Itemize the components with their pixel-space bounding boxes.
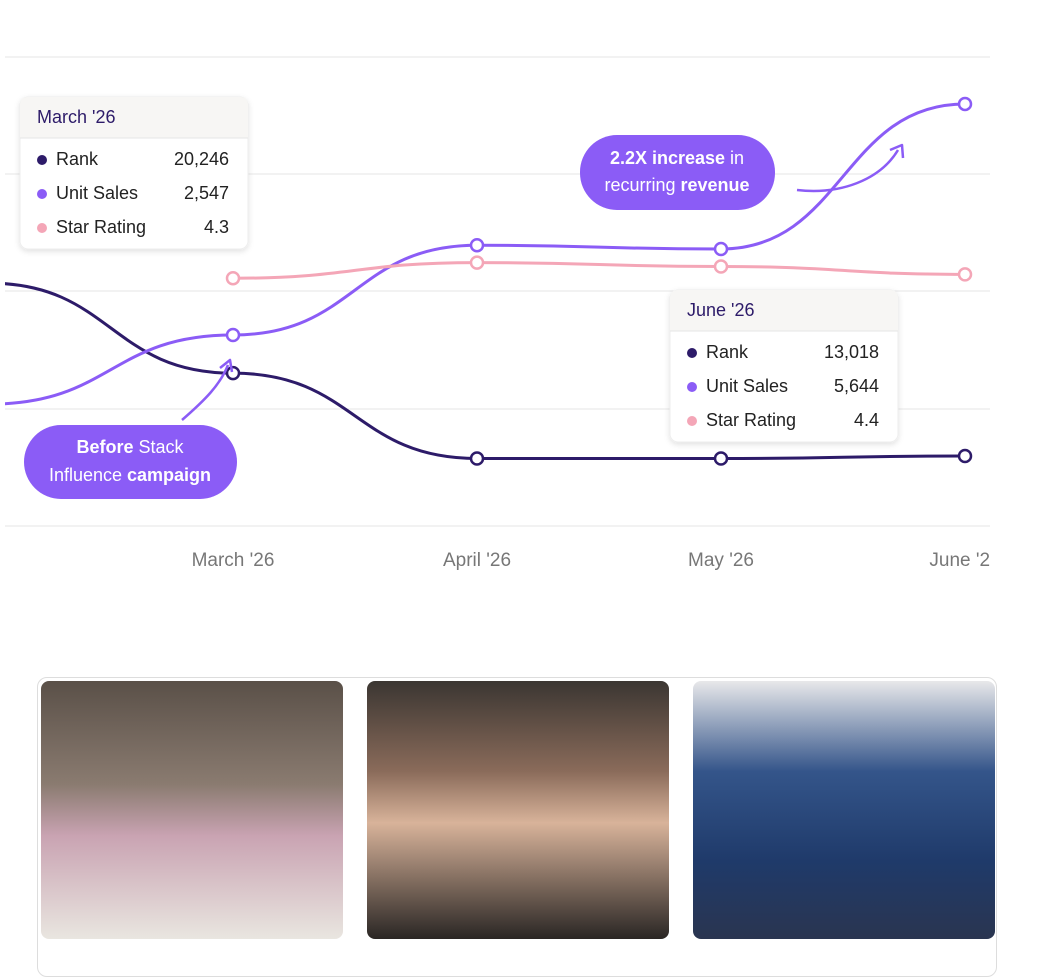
legend-label: Unit Sales	[56, 183, 138, 203]
legend-dot	[37, 155, 47, 165]
annotation-text: 2.2X increase in	[610, 148, 744, 168]
legend-dot	[37, 223, 47, 233]
tooltip-title: June '26	[687, 300, 755, 320]
tooltip-value: 13,018	[824, 342, 879, 362]
data-point	[957, 96, 973, 112]
tooltip-header-bg	[670, 290, 898, 331]
data-point	[225, 327, 241, 343]
annotation-normal: Stack	[133, 437, 184, 457]
tooltip: June '26 Rank 13,018 Unit Sales 5,644 Star Ra…	[669, 289, 899, 443]
annotation-text: Influence campaign	[49, 465, 211, 485]
photo	[367, 681, 669, 939]
video-cards	[37, 677, 997, 977]
tooltip-header-bg	[20, 97, 248, 138]
data-point	[713, 259, 729, 274]
series-line	[5, 282, 966, 461]
data-point	[713, 451, 729, 466]
x-tick-label: May '26	[688, 550, 754, 571]
arrows	[181, 143, 905, 421]
legend-dot	[37, 189, 47, 199]
legend-label: Rank	[56, 149, 99, 169]
lines	[5, 96, 973, 466]
data-point	[469, 255, 485, 270]
data-point	[469, 237, 485, 253]
tooltip-value: 2,547	[184, 183, 229, 203]
chart: March '26 April '26 May '26 June '26 Before…	[5, 56, 1000, 571]
legend-label: Star Rating	[706, 410, 796, 430]
annotation-bold: Before	[76, 437, 133, 457]
tooltip: March '26 Rank 20,246 Unit Sales 2,547 Star R…	[19, 96, 249, 250]
legend-dot	[687, 382, 697, 392]
x-labels: March '26 April '26 May '26 June '26	[192, 550, 1000, 571]
legend-label: Rank	[706, 342, 749, 362]
annotation-bold: campaign	[127, 465, 211, 485]
data-point	[957, 267, 973, 282]
tooltip-value: 5,644	[834, 376, 879, 396]
legend-dot	[687, 348, 697, 358]
tooltip-value: 4.4	[854, 410, 879, 430]
annotations: Before Stack Influence campaign 2.2X incre…	[24, 135, 775, 499]
annotation-pill	[24, 425, 237, 499]
data-point	[225, 271, 241, 286]
x-tick-label: April '26	[443, 550, 511, 571]
annotation-normal: recurring	[604, 175, 680, 195]
annotation-bold: revenue	[680, 175, 749, 195]
data-point	[469, 451, 485, 466]
legend-label: Star Rating	[56, 217, 146, 237]
photo	[41, 681, 343, 939]
annotation-text: recurring revenue	[604, 175, 749, 195]
annotation-pill	[580, 135, 775, 210]
data-point	[713, 241, 729, 257]
legend-label: Unit Sales	[706, 376, 788, 396]
annotation-normal: in	[725, 148, 744, 168]
tooltip-value: 4.3	[204, 217, 229, 237]
tooltips: March '26 Rank 20,246 Unit Sales 2,547 Star R…	[19, 96, 899, 443]
annotation-text: Before Stack	[76, 437, 184, 457]
x-tick-label: March '26	[192, 550, 275, 571]
data-point	[225, 365, 241, 381]
series-line	[232, 261, 966, 280]
photo	[693, 681, 995, 939]
data-point	[957, 448, 973, 464]
tooltip-title: March '26	[37, 107, 115, 127]
annotation-bold: 2.2X increase	[610, 148, 725, 168]
legend-dot	[687, 416, 697, 426]
x-tick-label: June '26	[929, 550, 1000, 571]
annotation-normal: Influence	[49, 465, 127, 485]
tooltip-value: 20,246	[174, 149, 229, 169]
